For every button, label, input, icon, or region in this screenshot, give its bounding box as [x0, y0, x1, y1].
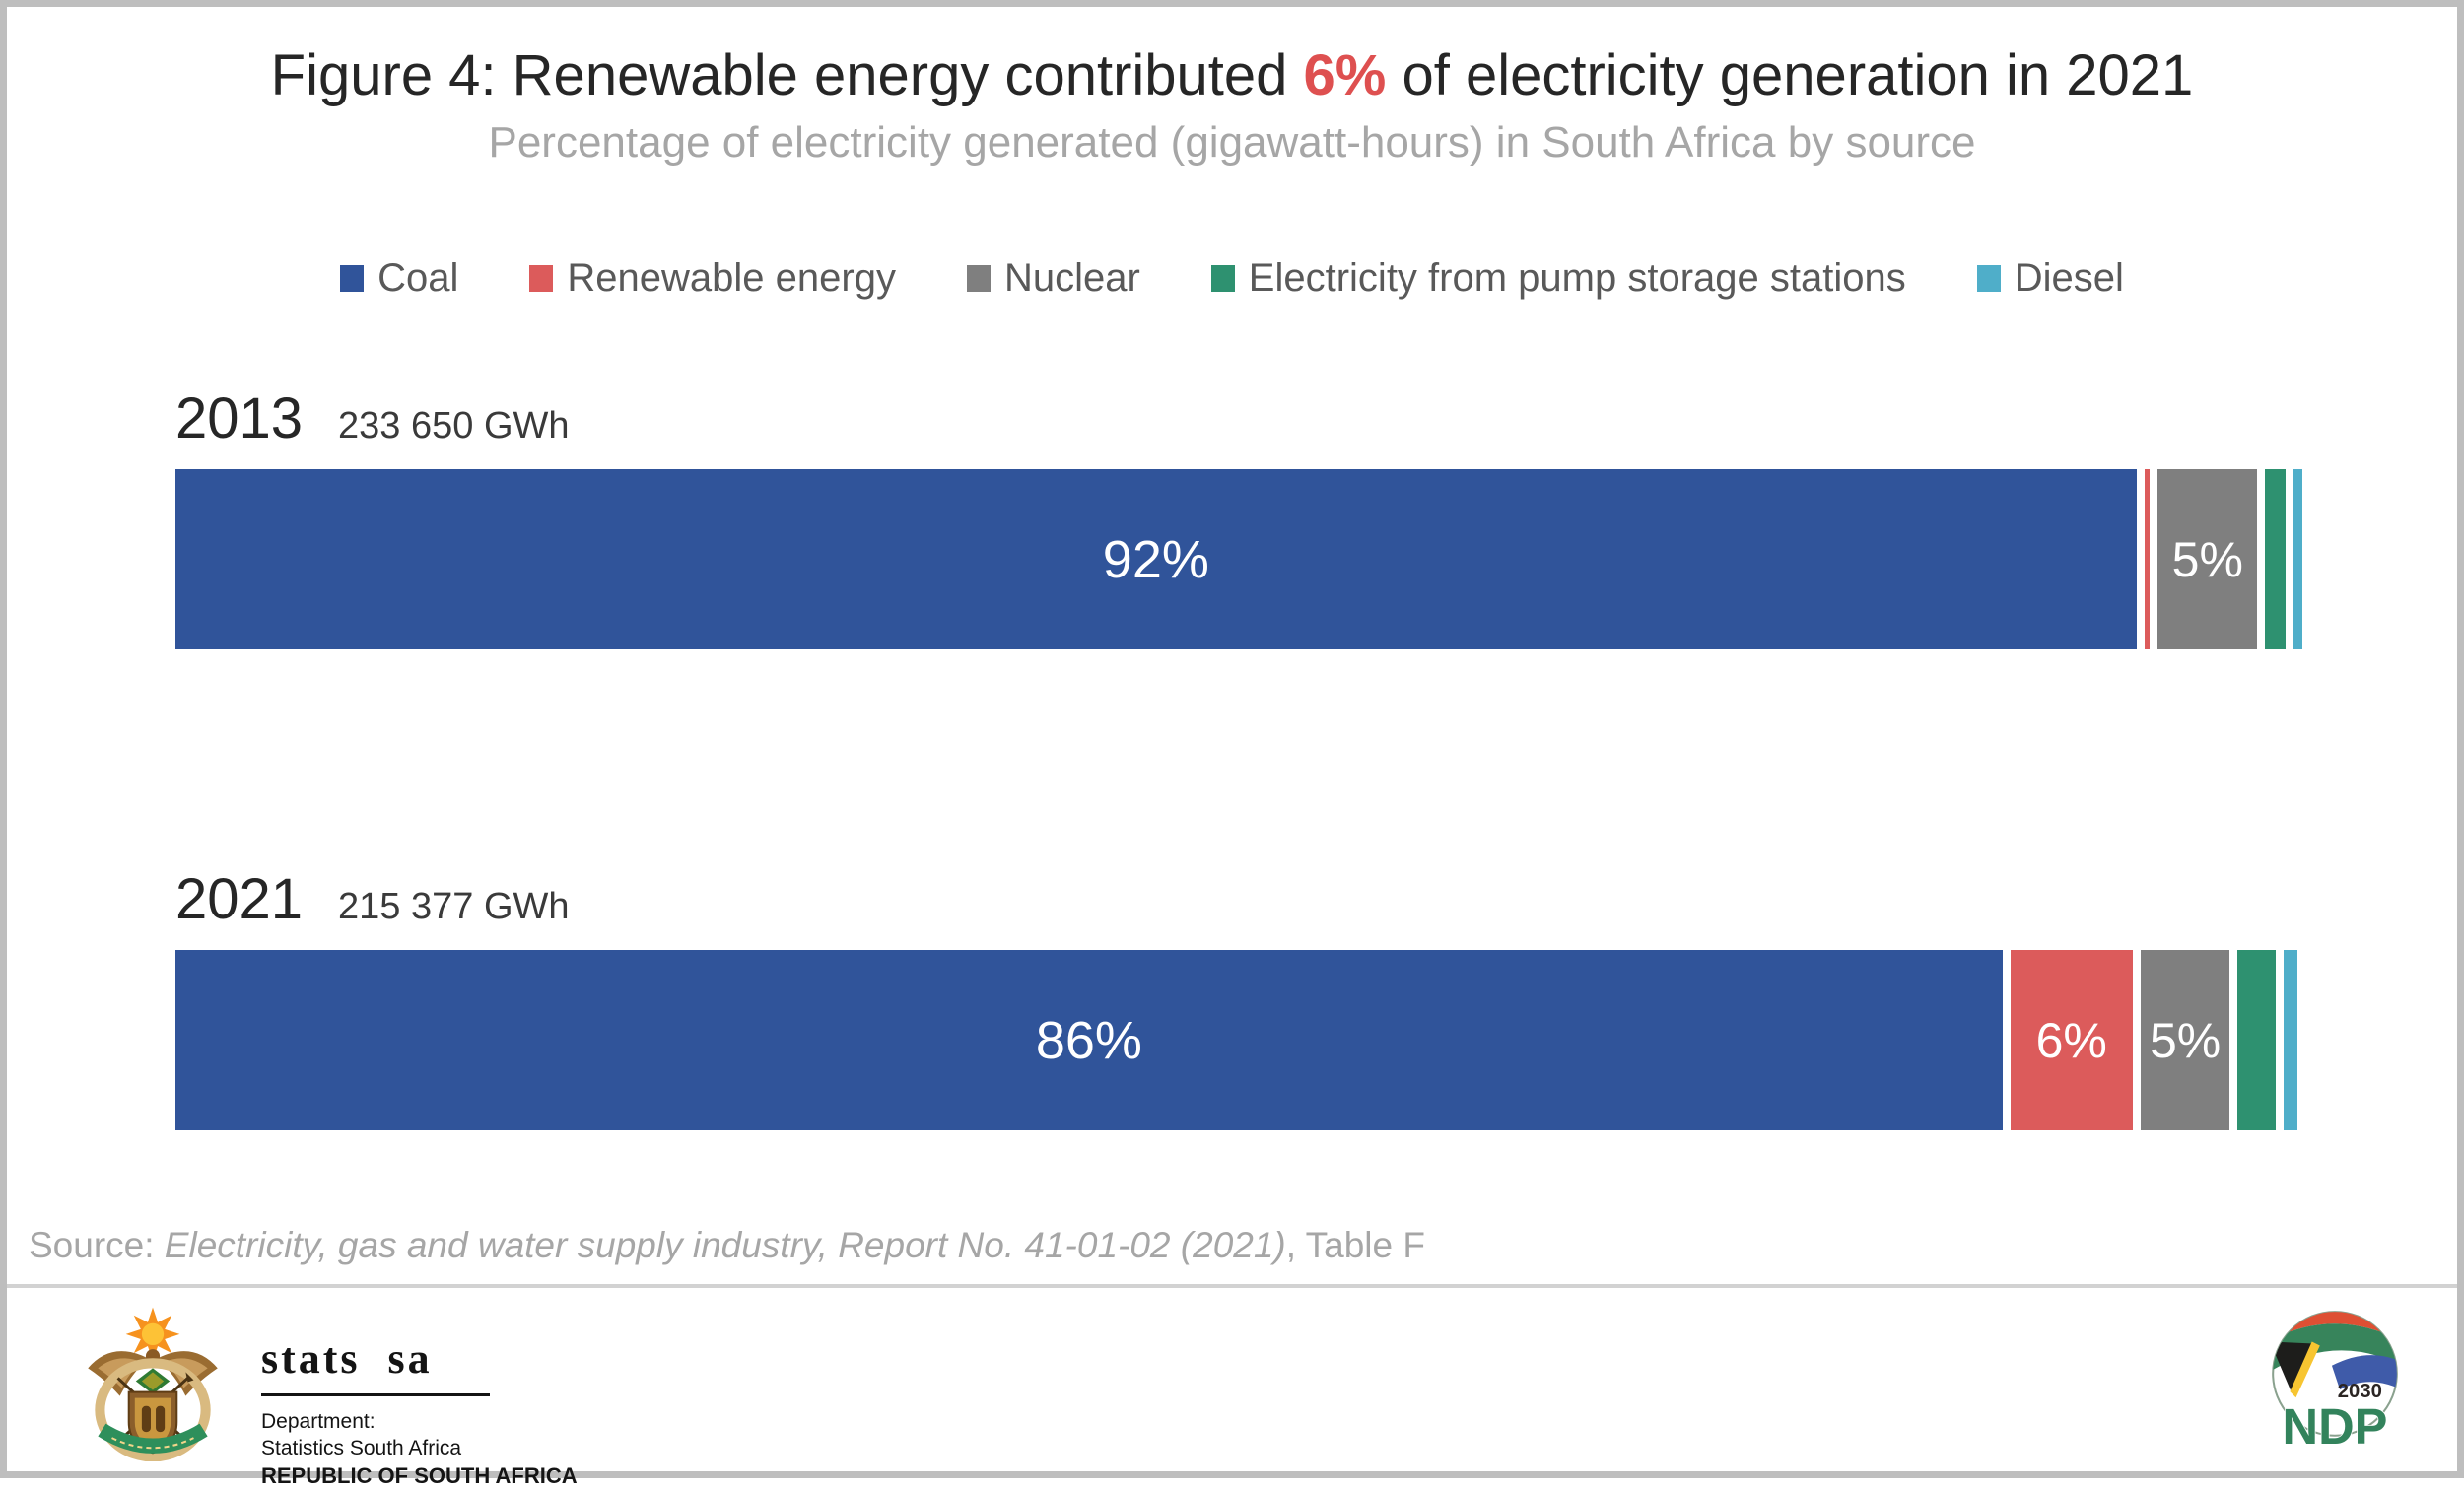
figure-title-text: Figure 4: Renewable energy contributed: [270, 43, 1304, 107]
legend-label: Diesel: [2014, 256, 2124, 300]
legend-label: Renewable energy: [567, 256, 896, 300]
bar-segment-renewable: 6%: [2010, 950, 2133, 1130]
figure-title-text-after: of electricity generation in 2021: [1386, 43, 2194, 107]
segment-data-label: 5%: [2149, 1012, 2222, 1068]
statssa-text-block: stats sa Department: Statistics South Af…: [261, 1306, 578, 1490]
statssa-rule: [261, 1393, 490, 1396]
ndp-wordmark: NDP: [2283, 1398, 2388, 1455]
bar-segment-diesel: [2284, 950, 2298, 1130]
legend-swatch-pump-storage: [1210, 265, 1235, 292]
year-total-gwh: 233 650 GWh: [338, 405, 570, 446]
statssa-logo-block: stats sa Department: Statistics South Af…: [68, 1306, 578, 1490]
bar-2021: 86% 6% 5%: [175, 950, 2302, 1130]
dept-line-3: REPUBLIC OF SOUTH AFRICA: [261, 1462, 578, 1488]
segment-data-label: 92%: [1102, 529, 1209, 589]
legend-swatch-coal: [340, 265, 365, 292]
legend-item-nuclear: Nuclear: [966, 256, 1140, 301]
bar-segment-coal: 92%: [175, 469, 2137, 649]
figure-title: Figure 4: Renewable energy contributed 6…: [46, 42, 2418, 108]
year-label: 2021: [175, 867, 304, 931]
category-label-2013: 2013 233 650 GWh: [175, 385, 2302, 451]
bar-segment-nuclear: 5%: [2140, 950, 2230, 1130]
coat-of-arms-logo: [88, 1307, 218, 1461]
source-reference: Electricity, gas and water supply indust…: [164, 1225, 1286, 1265]
bar-segment-pump-storage: [2265, 469, 2286, 649]
legend-item-pump-storage: Electricity from pump storage stations: [1210, 256, 1906, 301]
bar-segment-nuclear: 5%: [2157, 469, 2258, 649]
legend-swatch-renewable: [529, 265, 554, 292]
source-note: Source: Electricity, gas and water suppl…: [29, 1225, 2457, 1266]
source-prefix: Source:: [29, 1225, 165, 1265]
stacked-bar-chart: 2013 233 650 GWh 92% 5% 2021 215 377 GWh…: [175, 385, 2303, 1130]
legend-item-renewable: Renewable energy: [529, 256, 896, 301]
dept-line-2: Statistics South Africa: [261, 1437, 462, 1460]
legend-item-coal: Coal: [340, 256, 458, 301]
dept-line-1: Department:: [261, 1410, 376, 1433]
bar-segment-diesel: [2293, 469, 2303, 649]
title-highlight: 6%: [1303, 43, 1387, 107]
year-total-gwh: 215 377 GWh: [338, 886, 570, 927]
legend-label: Coal: [377, 256, 459, 300]
source-suffix: , Table F: [1285, 1225, 1425, 1265]
figure-subtitle: Percentage of electricity generated (gig…: [488, 118, 1976, 167]
category-label-2021: 2021 215 377 GWh: [175, 866, 2302, 932]
segment-data-label: 5%: [2171, 531, 2243, 587]
segment-data-label: 6%: [2035, 1012, 2107, 1068]
segment-data-label: 86%: [1035, 1010, 1142, 1070]
legend-label: Electricity from pump storage stations: [1248, 256, 1906, 300]
footer: stats sa Department: Statistics South Af…: [68, 1306, 2410, 1490]
legend-item-diesel: Diesel: [1976, 256, 2124, 301]
legend-swatch-diesel: [1976, 265, 2001, 292]
bar-segment-pump-storage: [2237, 950, 2277, 1130]
ndp-2030-logo: 2030 NDP: [2272, 1311, 2398, 1456]
bar-segment-renewable: [2144, 469, 2151, 649]
chart-legend: Coal Renewable energy Nuclear Electricit…: [7, 256, 2457, 301]
ndp-year-text: 2030: [2338, 1381, 2382, 1402]
legend-label: Nuclear: [1003, 256, 1140, 300]
statssa-wordmark: stats sa: [261, 1334, 433, 1383]
bar-2013: 92% 5%: [175, 469, 2303, 649]
legend-swatch-nuclear: [966, 265, 991, 292]
bar-segment-coal: 86%: [175, 950, 2003, 1130]
footer-divider: [7, 1284, 2457, 1288]
year-label: 2013: [175, 386, 304, 450]
